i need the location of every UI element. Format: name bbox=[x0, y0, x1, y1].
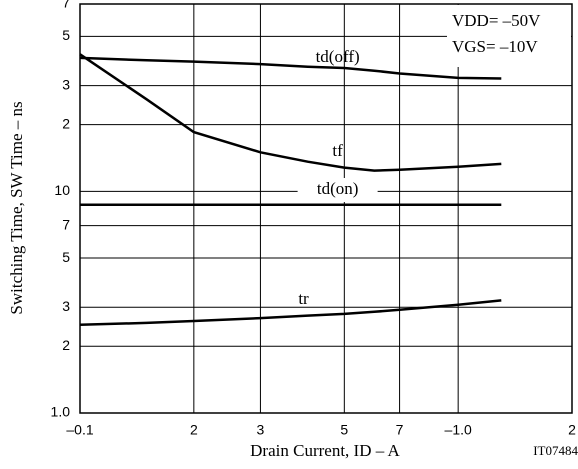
y-tick-label: 2 bbox=[62, 115, 70, 131]
x-tick-label: 3 bbox=[257, 422, 265, 438]
label-background bbox=[297, 178, 378, 202]
series-line bbox=[79, 56, 502, 80]
y-tick-label: 7 bbox=[62, 0, 70, 11]
y-tick-label: 7 bbox=[62, 216, 70, 232]
y-tick-label: 3 bbox=[62, 298, 70, 314]
series-label: tf bbox=[332, 141, 343, 160]
x-tick-label: –0.1 bbox=[66, 422, 93, 438]
series-label: tr bbox=[298, 289, 309, 308]
series-line bbox=[79, 299, 502, 327]
annotation: VDD= –50V bbox=[452, 11, 541, 30]
x-tick-label: –1.0 bbox=[445, 422, 472, 438]
x-axis-label: Drain Current, ID – A bbox=[250, 441, 400, 460]
series-label: td(on) bbox=[317, 179, 359, 198]
y-tick-label: 10 bbox=[54, 182, 70, 198]
y-tick-label: 5 bbox=[62, 249, 70, 265]
annotation-box bbox=[447, 5, 571, 67]
y-tick-label: 3 bbox=[62, 76, 70, 92]
x-tick-label: 7 bbox=[396, 422, 404, 438]
x-tick-label: 2 bbox=[568, 422, 576, 438]
series-line bbox=[79, 53, 502, 172]
y-tick-label: 5 bbox=[62, 27, 70, 43]
annotation: VGS= –10V bbox=[452, 37, 538, 56]
series-label: td(off) bbox=[316, 47, 360, 66]
x-tick-label: 2 bbox=[190, 422, 198, 438]
x-tick-label: 5 bbox=[340, 422, 348, 438]
figure-code: IT07484 bbox=[533, 443, 578, 458]
y-tick-label: 2 bbox=[62, 337, 70, 353]
y-tick-label: 1.0 bbox=[51, 404, 71, 420]
y-axis-label: Switching Time, SW Time – ns bbox=[7, 101, 26, 314]
